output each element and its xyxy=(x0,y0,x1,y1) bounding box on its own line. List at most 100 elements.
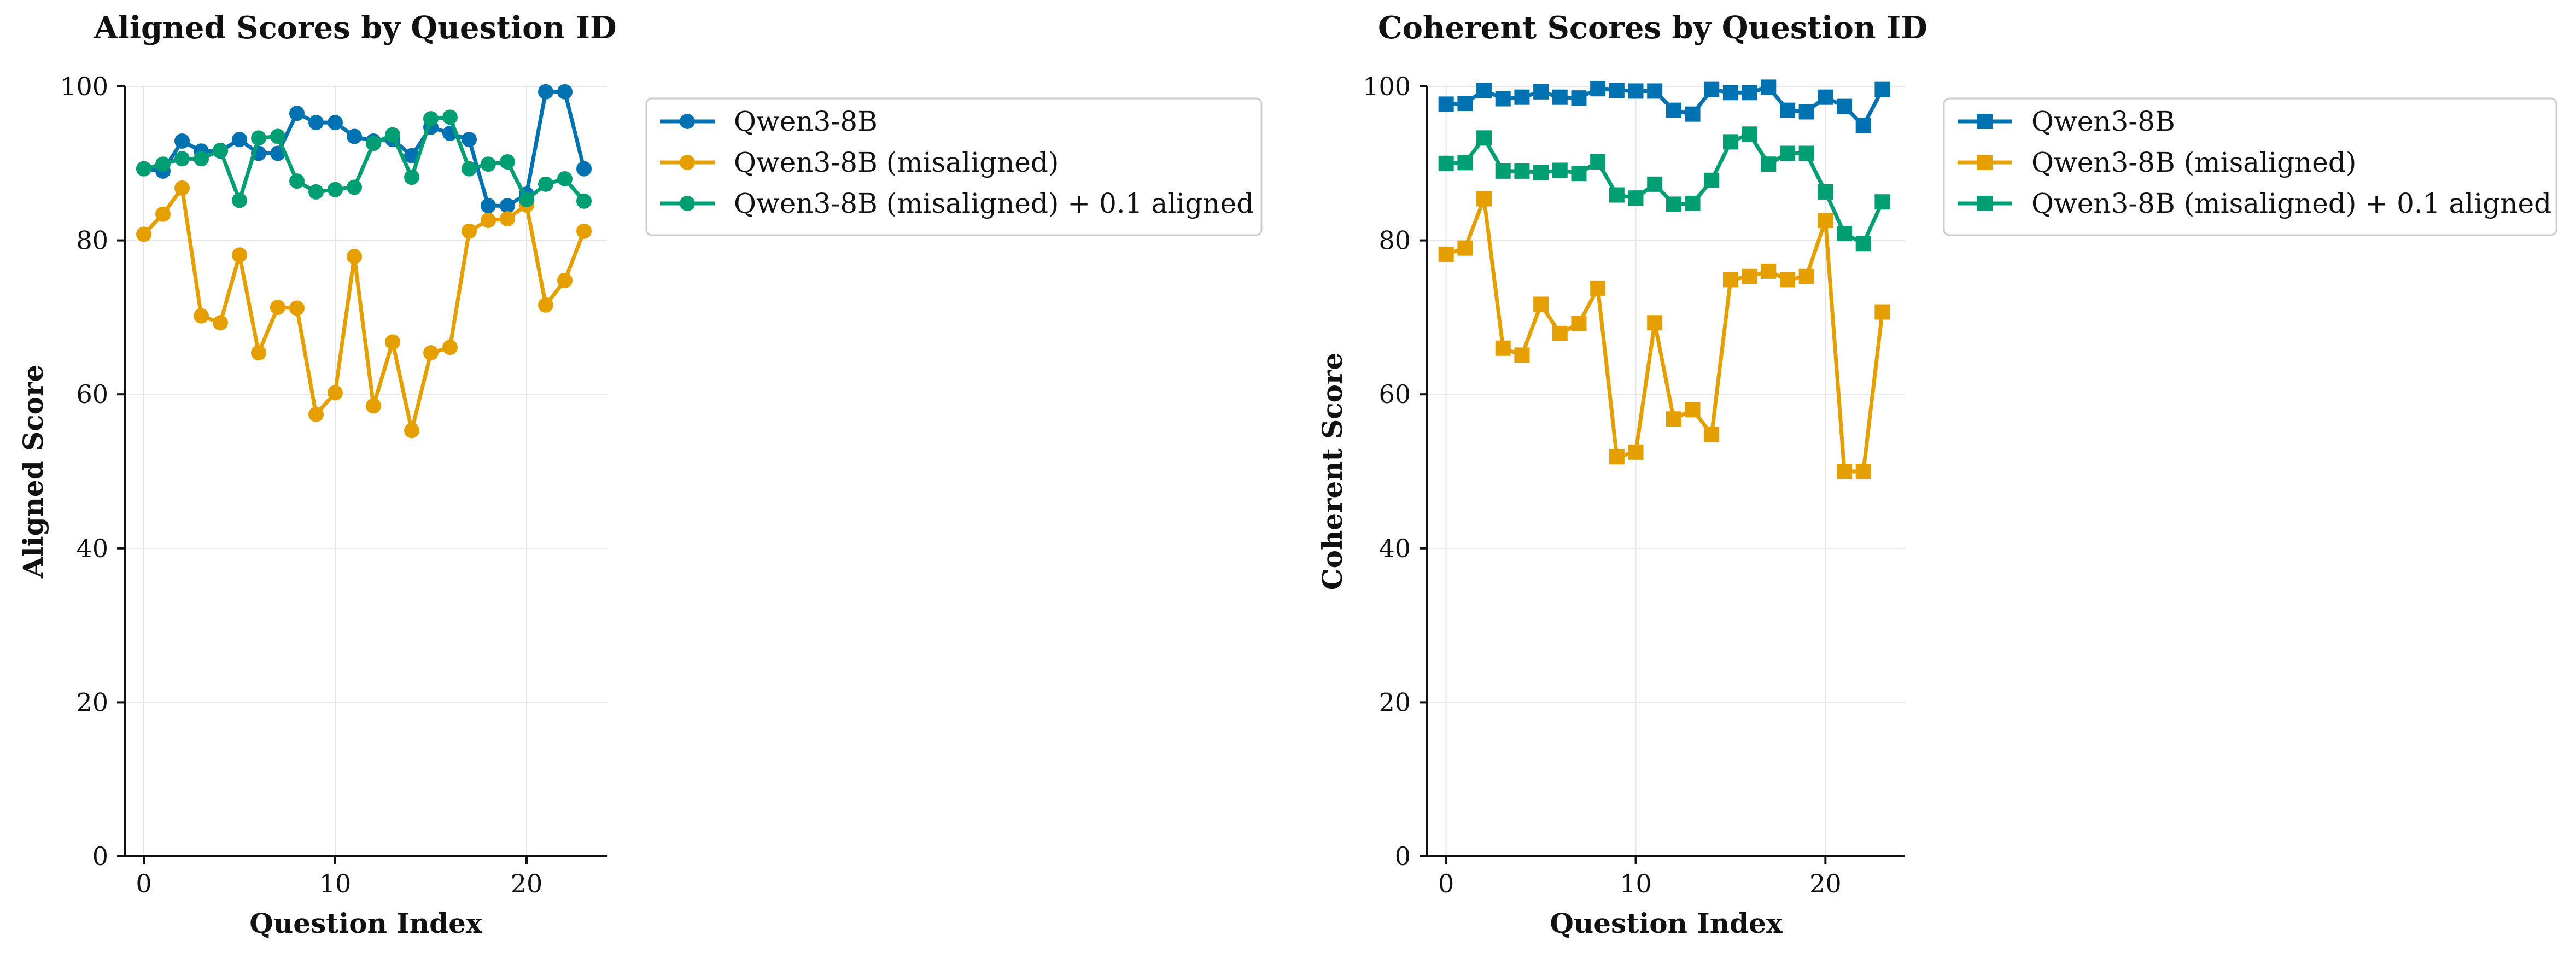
data-point-qwen3-8b xyxy=(1438,96,1454,112)
data-point-qwen3-8b-misaligned xyxy=(289,300,305,316)
data-point-qwen3-8b-misaligned xyxy=(308,406,324,422)
y-tick-label: 0 xyxy=(92,842,108,871)
data-point-qwen3-8b-misaligned-0-1-aligned xyxy=(1837,225,1853,241)
data-point-qwen3-8b-misaligned-0-1-aligned xyxy=(1818,184,1833,200)
y-tick-label: 60 xyxy=(1378,379,1411,409)
x-tick-label: 0 xyxy=(1438,869,1454,898)
data-point-qwen3-8b-misaligned xyxy=(1495,340,1511,356)
data-point-qwen3-8b-misaligned-0-1-aligned xyxy=(194,151,209,167)
data-point-qwen3-8b-misaligned xyxy=(557,272,573,288)
data-point-qwen3-8b-misaligned-0-1-aligned xyxy=(1855,236,1871,252)
data-point-qwen3-8b-misaligned xyxy=(1628,444,1644,460)
data-point-qwen3-8b-misaligned xyxy=(462,223,477,239)
data-point-qwen3-8b-misaligned xyxy=(1818,212,1833,228)
data-point-qwen3-8b-misaligned-0-1-aligned xyxy=(1495,163,1511,179)
data-point-qwen3-8b xyxy=(1761,79,1777,95)
data-point-qwen3-8b xyxy=(174,133,190,149)
data-point-qwen3-8b xyxy=(1552,89,1568,105)
data-point-qwen3-8b xyxy=(1533,84,1549,100)
x-tick-label: 20 xyxy=(1809,869,1842,898)
data-point-qwen3-8b-misaligned xyxy=(1590,280,1606,296)
x-axis-label: Question Index xyxy=(1550,907,1783,939)
data-point-qwen3-8b xyxy=(232,132,247,148)
data-point-qwen3-8b-misaligned-0-1-aligned xyxy=(462,161,477,177)
data-point-qwen3-8b-misaligned-0-1-aligned xyxy=(155,156,171,172)
data-point-qwen3-8b xyxy=(1798,104,1814,120)
x-tick-label: 20 xyxy=(511,869,543,898)
y-tick-label: 80 xyxy=(1378,226,1411,255)
y-tick-label: 80 xyxy=(76,226,108,255)
data-point-qwen3-8b xyxy=(557,84,573,100)
data-point-qwen3-8b-misaligned xyxy=(1855,464,1871,479)
data-point-qwen3-8b-misaligned xyxy=(576,223,592,239)
data-point-qwen3-8b-misaligned-0-1-aligned xyxy=(270,128,285,144)
x-tick-label: 10 xyxy=(1620,869,1652,898)
legend-marker-qwen3-8b-misaligned-0-1-aligned xyxy=(680,196,695,211)
data-point-qwen3-8b xyxy=(1571,90,1587,106)
data-point-qwen3-8b-misaligned-0-1-aligned xyxy=(1514,163,1530,179)
data-point-qwen3-8b-misaligned xyxy=(1571,316,1587,331)
legend-marker-qwen3-8b xyxy=(1977,114,1993,129)
legend-label-qwen3-8b-misaligned-0-1-aligned: Qwen3-8B (misaligned) + 0.1 aligned xyxy=(734,188,1254,219)
chart-title: Aligned Scores by Question ID xyxy=(94,10,617,46)
data-point-qwen3-8b-misaligned xyxy=(1666,411,1681,427)
data-point-qwen3-8b-misaligned-0-1-aligned xyxy=(232,192,247,208)
data-point-qwen3-8b-misaligned xyxy=(366,398,381,414)
data-point-qwen3-8b-misaligned-0-1-aligned xyxy=(1628,190,1644,206)
data-point-qwen3-8b-misaligned-0-1-aligned xyxy=(251,130,266,146)
data-point-qwen3-8b-misaligned-0-1-aligned xyxy=(174,151,190,167)
data-point-qwen3-8b-misaligned-0-1-aligned xyxy=(289,173,305,189)
data-point-qwen3-8b-misaligned-0-1-aligned xyxy=(500,154,515,170)
chart-title: Coherent Scores by Question ID xyxy=(1378,10,1927,46)
data-point-qwen3-8b-misaligned-0-1-aligned xyxy=(1590,154,1606,170)
x-tick-label: 0 xyxy=(136,869,151,898)
data-point-qwen3-8b-misaligned xyxy=(136,226,151,242)
data-point-qwen3-8b-misaligned-0-1-aligned xyxy=(538,176,553,192)
x-axis-label: Question Index xyxy=(249,907,483,939)
data-point-qwen3-8b-misaligned-0-1-aligned xyxy=(308,184,324,200)
data-point-qwen3-8b-misaligned xyxy=(1609,449,1625,465)
data-point-qwen3-8b-misaligned xyxy=(481,212,496,228)
data-point-qwen3-8b-misaligned-0-1-aligned xyxy=(136,161,151,177)
data-point-qwen3-8b-misaligned-0-1-aligned xyxy=(1438,155,1454,171)
data-point-qwen3-8b-misaligned xyxy=(1722,272,1738,288)
data-point-qwen3-8b-misaligned xyxy=(1704,427,1720,442)
data-point-qwen3-8b xyxy=(1476,83,1492,98)
data-point-qwen3-8b xyxy=(1609,83,1625,98)
data-point-qwen3-8b xyxy=(1704,81,1720,97)
data-point-qwen3-8b-misaligned-0-1-aligned xyxy=(385,127,400,143)
data-point-qwen3-8b-misaligned xyxy=(1457,240,1473,256)
data-point-qwen3-8b-misaligned-0-1-aligned xyxy=(1874,194,1890,210)
y-tick-label: 20 xyxy=(1378,687,1411,717)
data-point-qwen3-8b-misaligned xyxy=(385,334,400,350)
data-point-qwen3-8b xyxy=(347,128,362,144)
data-point-qwen3-8b-misaligned xyxy=(423,345,439,361)
data-point-qwen3-8b-misaligned-0-1-aligned xyxy=(347,179,362,195)
data-point-qwen3-8b-misaligned-0-1-aligned xyxy=(1798,145,1814,161)
data-point-qwen3-8b-misaligned-0-1-aligned xyxy=(519,191,534,207)
data-point-qwen3-8b-misaligned-0-1-aligned xyxy=(1722,134,1738,150)
x-tick-label: 10 xyxy=(319,869,352,898)
y-tick-label: 40 xyxy=(1378,534,1411,563)
data-point-qwen3-8b-misaligned-0-1-aligned xyxy=(366,136,381,151)
data-point-qwen3-8b-misaligned xyxy=(174,180,190,196)
data-point-qwen3-8b-misaligned xyxy=(404,423,419,439)
data-point-qwen3-8b xyxy=(328,115,343,131)
series-line-qwen3-8b xyxy=(1446,85,1884,128)
legend-label-qwen3-8b-misaligned: Qwen3-8B (misaligned) xyxy=(2031,147,2356,178)
legend-marker-qwen3-8b-misaligned xyxy=(1977,155,1993,170)
data-point-qwen3-8b-misaligned-0-1-aligned xyxy=(404,170,419,185)
data-point-qwen3-8b-misaligned xyxy=(328,385,343,401)
data-point-qwen3-8b-misaligned xyxy=(1514,347,1530,363)
y-tick-label: 40 xyxy=(76,534,108,563)
data-point-qwen3-8b-misaligned xyxy=(1438,246,1454,262)
legend-label-qwen3-8b: Qwen3-8B xyxy=(734,106,878,137)
data-point-qwen3-8b-misaligned-0-1-aligned xyxy=(423,111,439,127)
data-point-qwen3-8b xyxy=(576,161,592,177)
data-point-qwen3-8b-misaligned-0-1-aligned xyxy=(1685,196,1701,212)
data-point-qwen3-8b-misaligned xyxy=(538,297,553,313)
data-point-qwen3-8b-misaligned xyxy=(155,206,171,222)
data-point-qwen3-8b-misaligned-0-1-aligned xyxy=(1742,126,1757,142)
data-point-qwen3-8b-misaligned xyxy=(1742,268,1757,284)
